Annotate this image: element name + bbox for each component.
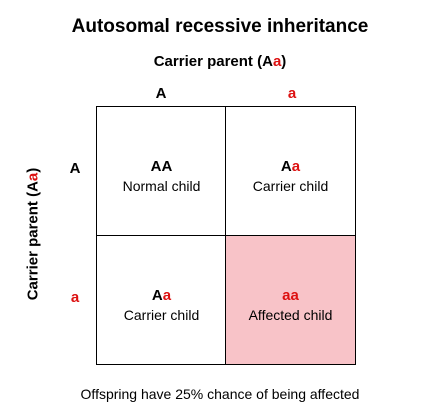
punnett-cell-Aa-top: Aa Carrier child	[225, 106, 356, 236]
top-parent-allele-recessive: a	[272, 53, 282, 70]
top-parent-label: Carrier parent (Aa)	[0, 53, 440, 70]
genotype-allele-1: A	[151, 287, 163, 304]
genotype: aa	[226, 287, 355, 304]
genotype-allele-1: A	[150, 158, 162, 175]
row-allele-recessive: a	[70, 289, 80, 306]
diagram-title: Autosomal recessive inheritance	[71, 16, 369, 37]
top-parent-close: )	[281, 53, 287, 70]
phenotype: Affected child	[248, 307, 333, 323]
genotype: Aa	[97, 287, 226, 304]
side-parent-allele-recessive: a	[24, 172, 42, 182]
genotype-allele-1: A	[280, 158, 292, 175]
genotype: AA	[97, 158, 226, 175]
top-parent-allele-dominant: A	[262, 53, 273, 70]
punnett-cell-Aa-bottom: Aa Carrier child	[96, 235, 227, 365]
phenotype: Carrier child	[252, 178, 329, 194]
genotype-allele-1: a	[282, 287, 291, 304]
punnett-cell-aa: aa Affected child	[225, 235, 356, 365]
phenotype: Carrier child	[123, 307, 200, 323]
row-allele-dominant: A	[69, 160, 81, 177]
punnett-cell-AA: AA Normal child	[96, 106, 227, 236]
punnett-square: AA Normal child Aa Carrier child Aa Carr…	[96, 106, 356, 365]
side-parent-text: Carrier parent (	[24, 191, 42, 301]
phenotype: Normal child	[122, 178, 201, 194]
genotype-allele-2: a	[290, 287, 299, 304]
genotype-allele-2: A	[161, 158, 173, 175]
top-parent-text: Carrier parent (	[153, 53, 263, 70]
side-parent-allele-dominant: A	[24, 181, 42, 192]
footer-note: Offspring have 25% chance of being affec…	[80, 386, 360, 402]
column-allele-dominant: A	[155, 85, 167, 102]
genotype: Aa	[226, 158, 355, 175]
side-parent-close: )	[24, 167, 42, 173]
genotype-allele-2: a	[291, 158, 301, 175]
column-allele-recessive: a	[287, 85, 297, 102]
genotype-allele-2: a	[162, 287, 172, 304]
